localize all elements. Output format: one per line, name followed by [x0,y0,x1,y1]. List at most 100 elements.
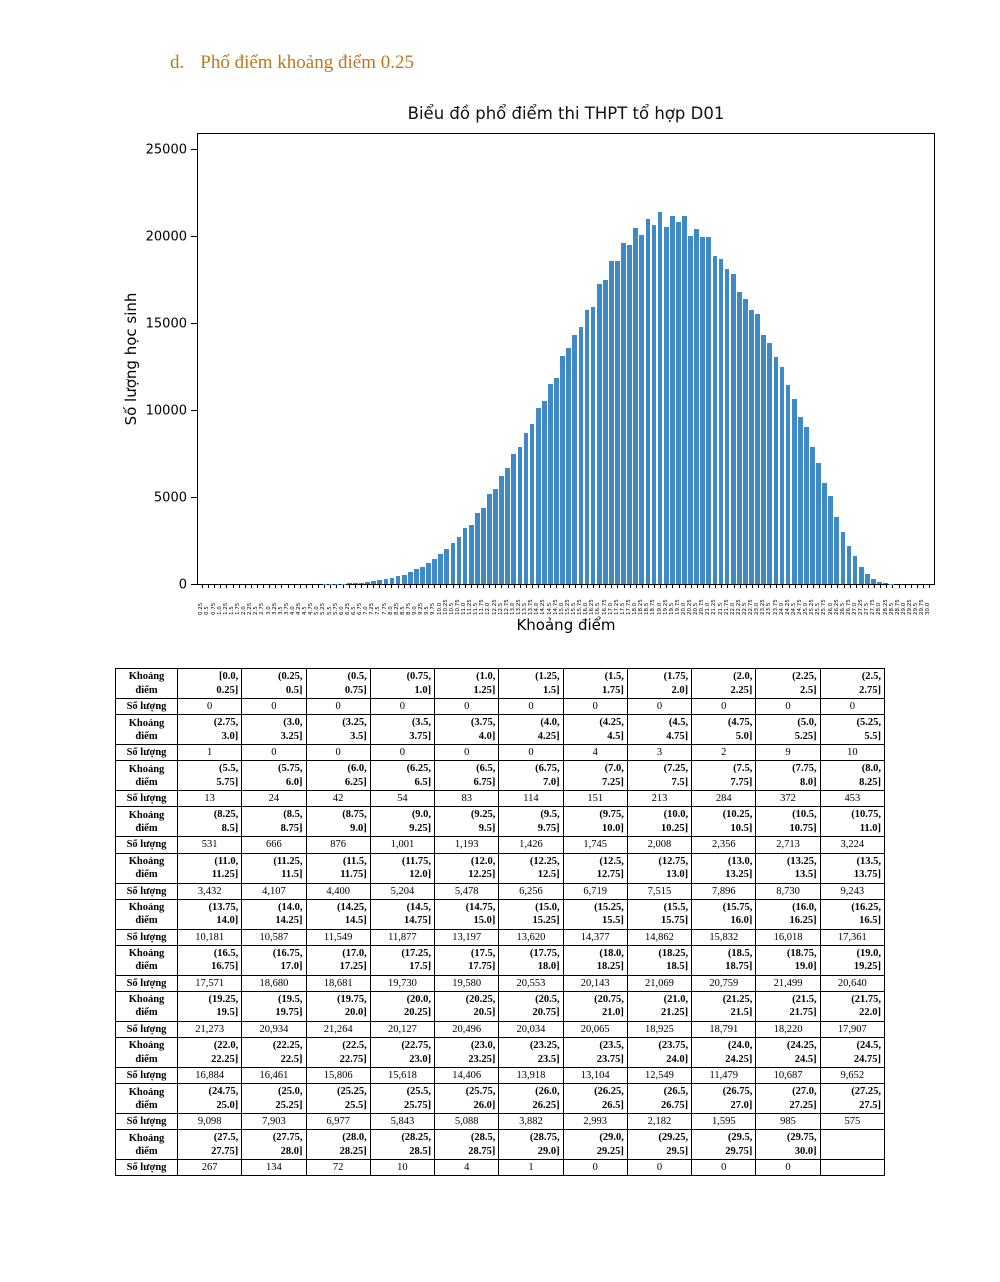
y-tick-mark [191,323,197,324]
y-axis-label: Số lượng học sinh [120,133,142,585]
interval-cell: (3.5,3.75] [370,715,434,745]
histogram-bar [798,417,803,584]
count-cell: 3,432 [178,883,242,899]
interval-cell: (12.25,12.5] [499,853,563,883]
row-label-count: Số lượng [116,791,178,807]
interval-cell: (24.0,24.25] [692,1038,756,1068]
row-label-count: Số lượng [116,1160,178,1176]
interval-cell: (6.75,7.0] [499,761,563,791]
count-cell: 6,977 [306,1114,370,1130]
interval-cell: (25.5,25.75] [370,1084,434,1114]
count-cell: 16,018 [756,929,820,945]
interval-cell: (4.5,4.75] [627,715,691,745]
count-cell: 2,993 [563,1114,627,1130]
count-cell: 0 [692,1160,756,1176]
count-cell: 5,843 [370,1114,434,1130]
interval-cell: (24.75,25.0] [178,1084,242,1114]
interval-cell: (4.0,4.25] [499,715,563,745]
histogram-bar [475,513,480,584]
interval-cell: (0.75,1.0] [370,669,434,699]
count-cell: 13,197 [435,929,499,945]
count-cell: 9,652 [820,1068,884,1084]
histogram-bar [609,261,614,584]
interval-cell: (17.5,17.75] [435,945,499,975]
count-cell: 9 [756,745,820,761]
histogram-bar [877,582,882,584]
count-cell: 4,400 [306,883,370,899]
interval-cell: (14.5,14.75] [370,899,434,929]
interval-cell: (20.5,20.75] [499,991,563,1021]
count-cell: 19,580 [435,975,499,991]
count-cell: 267 [178,1160,242,1176]
interval-cell: (1.0,1.25] [435,669,499,699]
histogram-bar [499,476,504,584]
histogram-bar [658,212,663,584]
count-cell: 9,098 [178,1114,242,1130]
count-cell: 7,515 [627,883,691,899]
interval-cell: (26.75,27.0] [692,1084,756,1114]
histogram-bar [694,229,699,584]
count-cell: 20,553 [499,975,563,991]
count-cell: 151 [563,791,627,807]
count-cell: 20,759 [692,975,756,991]
interval-cell: (28.0,28.25] [306,1130,370,1160]
histogram-bar [384,579,389,584]
y-tick-mark [191,410,197,411]
histogram-bar [390,578,395,584]
interval-cell: (28.75,29.0] [499,1130,563,1160]
histogram-bar [572,335,577,584]
row-label-count: Số lượng [116,975,178,991]
chart-title: Biểu đồ phổ điểm thi THPT tổ hợp D01 [197,104,935,123]
count-cell: 13,918 [499,1068,563,1084]
interval-cell: (7.5,7.75] [692,761,756,791]
histogram-bar [865,574,870,584]
interval-cell: (13.75,14.0] [178,899,242,929]
histogram-bar [633,228,638,584]
interval-cell: (16.25,16.5] [820,899,884,929]
histogram-bar [414,569,419,584]
count-cell: 18,925 [627,1021,691,1037]
count-cell: 11,479 [692,1068,756,1084]
count-cell: 0 [242,745,306,761]
count-cell: 453 [820,791,884,807]
count-cell: 1 [178,745,242,761]
histogram-bar [438,554,443,584]
count-cell: 1 [499,1160,563,1176]
interval-cell: (25.25,25.5] [306,1084,370,1114]
interval-cell: (22.0,22.25] [178,1038,242,1068]
histogram-bar [420,567,425,584]
interval-cell: (17.0,17.25] [306,945,370,975]
interval-cell: (20.0,20.25] [370,991,434,1021]
count-cell: 0 [435,745,499,761]
count-cell: 17,571 [178,975,242,991]
histogram-bar [859,567,864,584]
count-cell: 10 [370,1160,434,1176]
histogram-bar [676,222,681,584]
count-cell: 3,224 [820,837,884,853]
histogram-bar [377,580,382,584]
count-cell: 134 [242,1160,306,1176]
interval-cell: (16.5,16.75] [178,945,242,975]
interval-cell: (14.25,14.5] [306,899,370,929]
count-cell: 54 [370,791,434,807]
interval-cell: (9.25,9.5] [435,807,499,837]
histogram-bar [511,454,516,584]
count-cell: 3,882 [499,1114,563,1130]
histogram-bar [670,216,675,584]
count-cell: 20,065 [563,1021,627,1037]
interval-cell: (18.75,19.0] [756,945,820,975]
histogram-bar [530,424,535,584]
count-cell: 1,745 [563,837,627,853]
interval-cell: (28.5,28.75] [435,1130,499,1160]
count-cell: 42 [306,791,370,807]
count-cell: 666 [242,837,306,853]
interval-cell: (7.0,7.25] [563,761,627,791]
y-tick-mark [191,236,197,237]
count-cell: 0 [756,699,820,715]
